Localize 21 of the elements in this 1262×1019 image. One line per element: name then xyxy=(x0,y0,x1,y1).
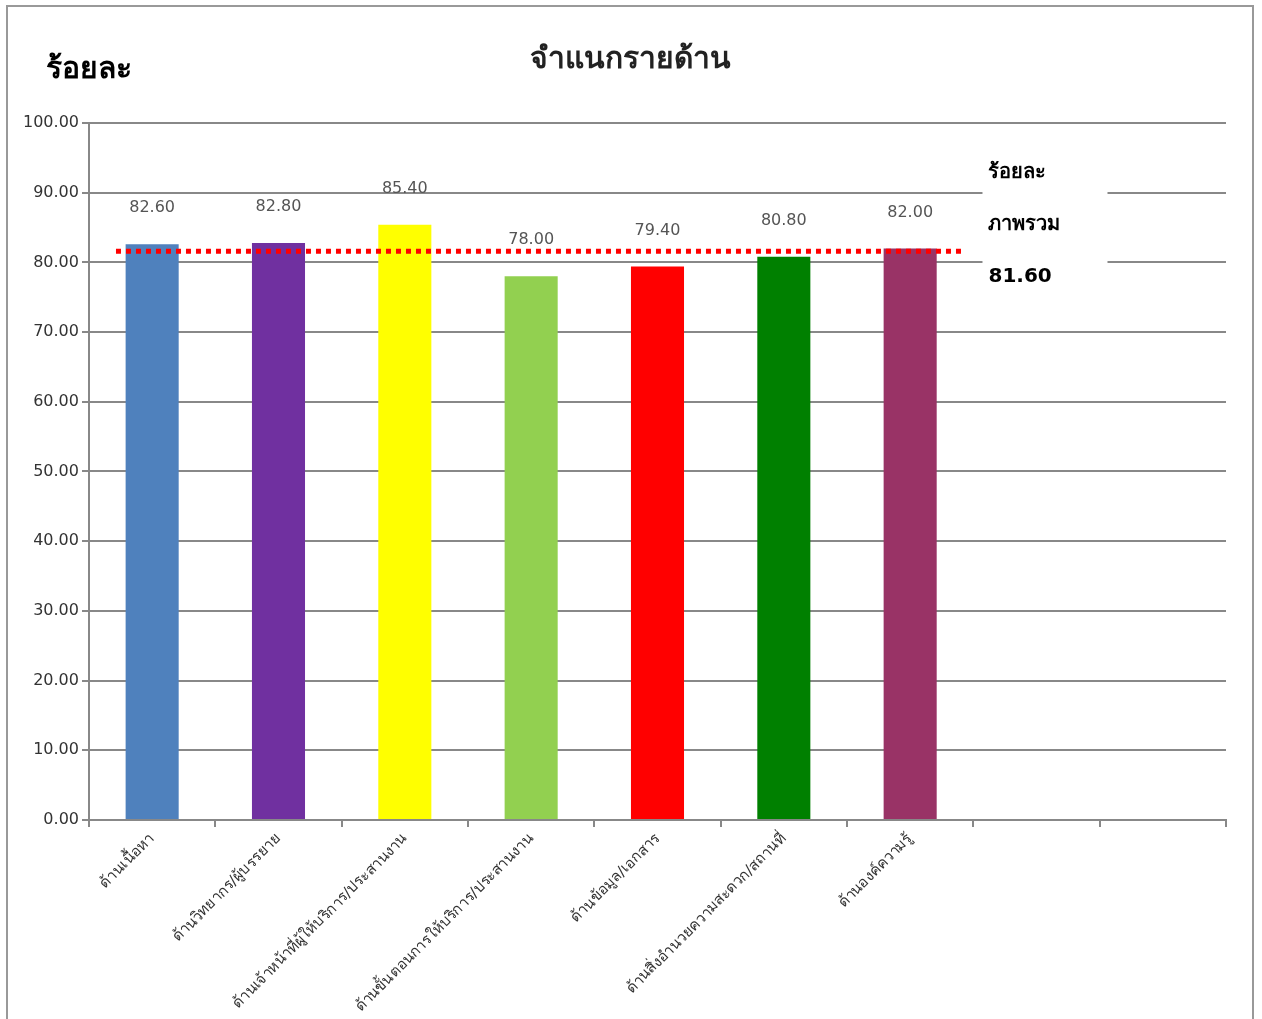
y-tick-label: 30.00 xyxy=(33,600,79,620)
data-label: 82.00 xyxy=(887,201,934,221)
data-label: 85.40 xyxy=(381,177,428,197)
y-tick-label: 50.00 xyxy=(33,460,79,480)
data-label: 79.40 xyxy=(634,219,681,239)
chart-title: จำแนกรายด้าน xyxy=(528,39,732,77)
y-tick-label: 20.00 xyxy=(33,669,79,689)
data-label: 82.60 xyxy=(129,197,176,217)
y-tick-label: 40.00 xyxy=(33,530,79,550)
y-tick-label: 10.00 xyxy=(33,739,79,759)
y-tick-label: 0.00 xyxy=(43,809,79,829)
y-axis-title: ร้อยละ xyxy=(46,49,132,87)
y-tick-label: 70.00 xyxy=(33,321,79,341)
data-label: 78.00 xyxy=(508,229,555,249)
y-tick-label: 100.00 xyxy=(23,112,79,132)
text: ร้อยละ ภาพรวม 81.60 xyxy=(988,159,1061,288)
data-label: 82.80 xyxy=(255,196,302,216)
y-tick-label: 90.00 xyxy=(33,181,79,201)
y-tick-label: 80.00 xyxy=(33,251,79,271)
y-tick-label: 60.00 xyxy=(33,390,79,410)
data-label: 80.80 xyxy=(760,209,807,229)
